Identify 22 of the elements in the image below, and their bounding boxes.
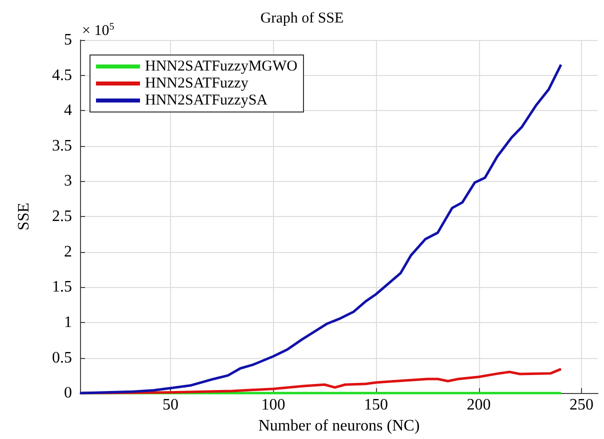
y-tick-label: 0 <box>64 384 72 402</box>
x-tick-label: 200 <box>466 396 491 414</box>
x-tick-label: 50 <box>162 396 178 414</box>
y-tick-label: 0.5 <box>52 349 72 366</box>
x-tick-label: 150 <box>364 396 388 414</box>
y-tick-label: 2 <box>64 243 72 260</box>
y-tick-label: 5 <box>64 32 72 48</box>
y-tick-label: 1 <box>64 314 72 331</box>
chart-title: Graph of SSE <box>260 10 344 26</box>
legend-label: HNN2SATFuzzyMGWO <box>145 58 298 74</box>
y-tick-label: 4 <box>64 102 72 120</box>
y-axis-title: SSE <box>16 202 32 230</box>
y-tick-label: 2.5 <box>52 208 72 226</box>
y-tick-label: 1.5 <box>52 278 72 296</box>
y-tick-label: 4.5 <box>52 66 72 84</box>
x-axis-title: Number of neurons (NC) <box>258 418 420 434</box>
legend-label: HNN2SATFuzzySA <box>145 92 268 108</box>
y-tick-label: 3.5 <box>52 137 72 154</box>
y-tick-label: 3 <box>64 172 72 190</box>
legend-label: HNN2SATFuzzy <box>145 76 249 92</box>
x-tick-label: 250 <box>570 396 594 414</box>
x-tick-label: 100 <box>261 396 286 414</box>
